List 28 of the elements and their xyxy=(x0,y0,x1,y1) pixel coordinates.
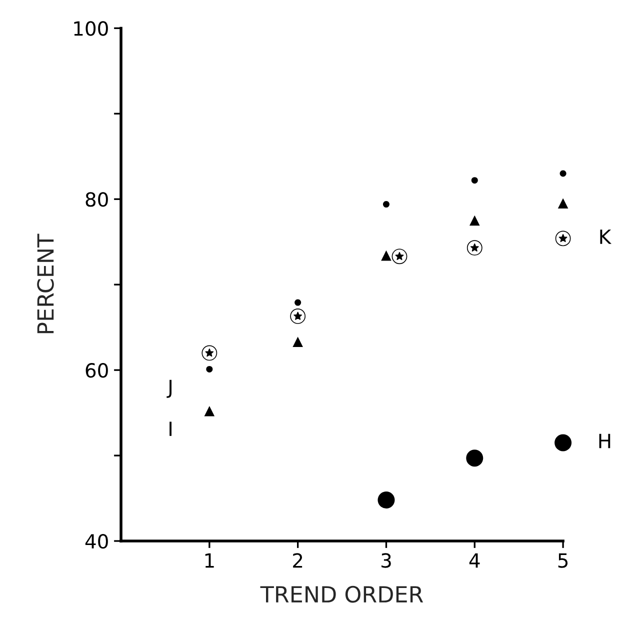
y-tick-label: 80 xyxy=(86,192,108,207)
point xyxy=(469,215,480,226)
point xyxy=(471,177,478,184)
point xyxy=(382,201,390,208)
x-axis-title: TREND ORDER xyxy=(260,586,424,603)
point xyxy=(466,450,484,467)
y-tick-label: 100 xyxy=(74,21,108,36)
point xyxy=(292,336,303,348)
series-label: J xyxy=(166,380,172,398)
point xyxy=(204,406,215,416)
x-tick-label: 1 xyxy=(205,553,214,568)
y-tick-label: 60 xyxy=(86,363,108,378)
y-tick-label: 40 xyxy=(85,534,108,549)
x-tick-label: 2 xyxy=(293,553,302,568)
y-axis-title: PERCENT xyxy=(37,234,54,334)
x-tick-label: 3 xyxy=(382,553,391,568)
point xyxy=(378,491,395,508)
point xyxy=(554,434,572,452)
series-label: K xyxy=(600,230,612,244)
series-label: H xyxy=(599,434,610,448)
point xyxy=(560,170,566,177)
point xyxy=(558,198,568,209)
series-label: I xyxy=(170,422,172,436)
x-tick-label: 4 xyxy=(469,553,480,568)
point xyxy=(381,250,392,261)
point xyxy=(206,366,213,372)
x-tick-label: 5 xyxy=(558,553,568,568)
point xyxy=(294,299,302,306)
